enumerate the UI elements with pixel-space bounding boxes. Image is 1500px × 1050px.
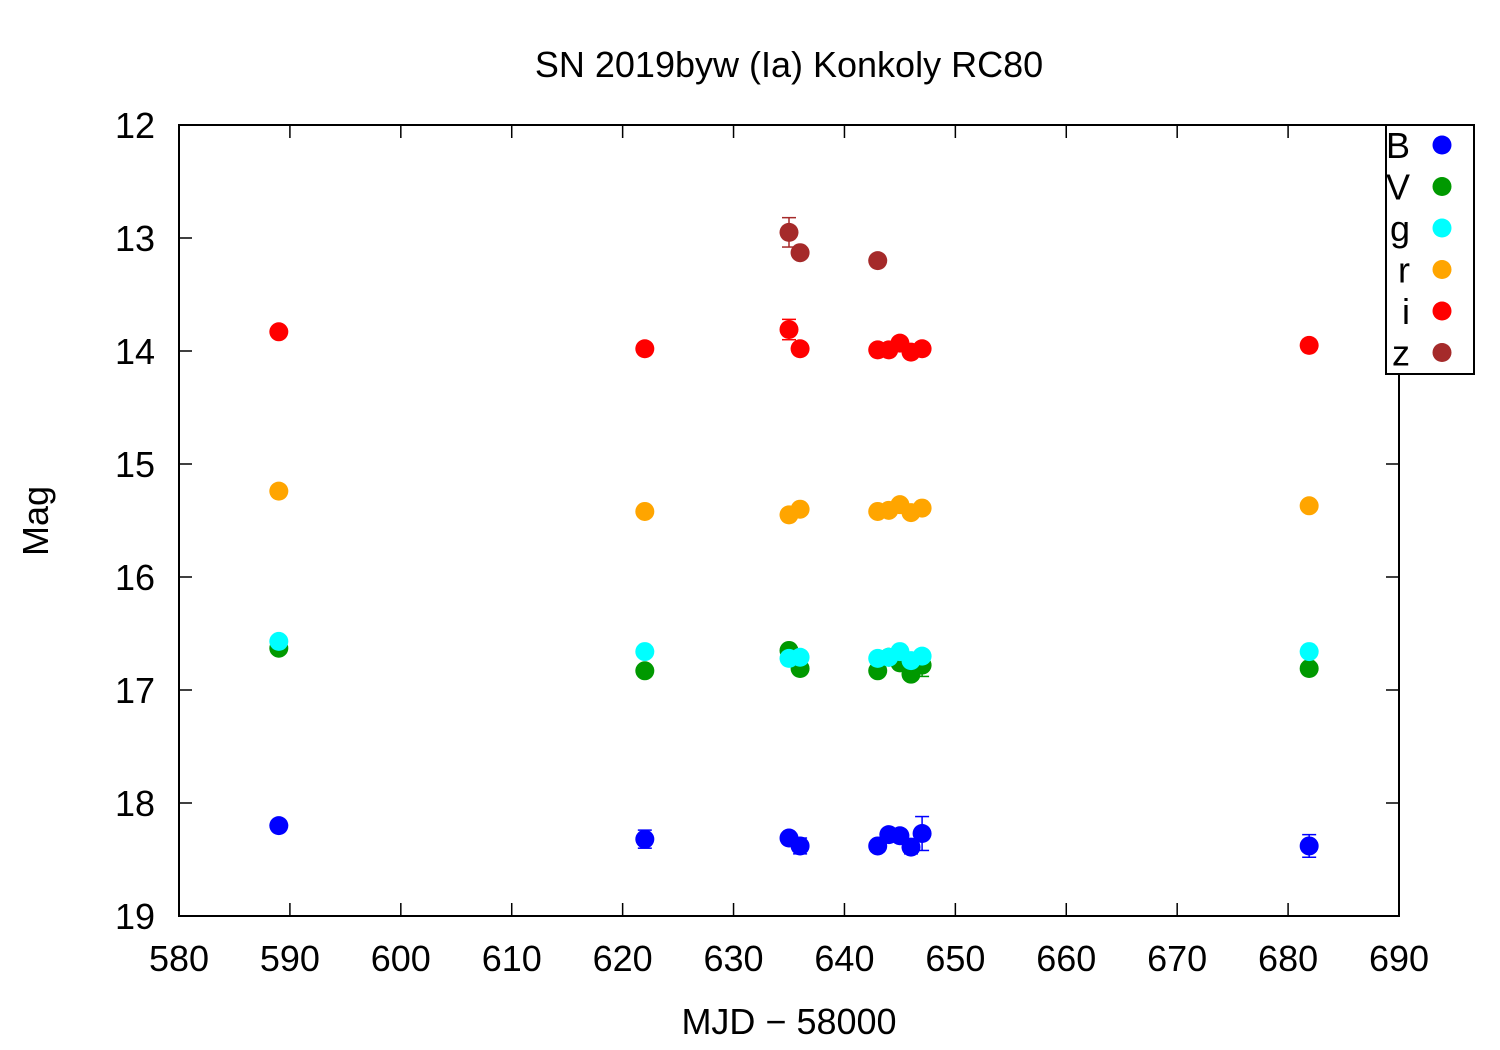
legend-marker-i	[1432, 301, 1452, 321]
x-tick-label: 630	[704, 938, 764, 979]
data-point-g	[790, 647, 810, 667]
legend-label-B: B	[1386, 125, 1410, 166]
y-tick-label: 16	[115, 557, 155, 598]
data-point-z	[868, 251, 888, 271]
data-point-V	[1299, 659, 1319, 679]
legend-marker-z	[1432, 343, 1452, 362]
y-tick-label: 12	[115, 105, 155, 146]
data-point-r	[269, 481, 289, 501]
legend-marker-V	[1432, 177, 1452, 196]
x-tick-label: 650	[925, 938, 985, 979]
data-point-B	[635, 829, 655, 849]
series-i	[269, 318, 1319, 362]
chart-title: SN 2019byw (Ia) Konkoly RC80	[535, 44, 1043, 85]
data-point-B	[901, 837, 921, 857]
y-axis-label: Mag	[15, 486, 56, 556]
data-point-z	[779, 222, 799, 242]
data-point-z	[790, 243, 810, 263]
legend-label-z: z	[1392, 333, 1410, 374]
x-tick-label: 660	[1036, 938, 1096, 979]
legend-label-i: i	[1402, 291, 1410, 332]
data-points	[269, 216, 1319, 858]
data-point-g	[269, 631, 289, 651]
x-tick-label: 680	[1258, 938, 1318, 979]
series-z	[779, 216, 888, 271]
data-point-i	[635, 339, 655, 359]
series-g	[269, 631, 1319, 671]
data-point-g	[635, 642, 655, 662]
legend-label-r: r	[1398, 250, 1410, 291]
tick-labels: 580 590 600 610 620 630 640 650 660 670 680 690 12 13…	[115, 105, 1429, 979]
x-tick-label: 640	[814, 938, 874, 979]
y-tick-label: 13	[115, 218, 155, 259]
data-point-r	[635, 501, 655, 521]
data-point-g	[912, 646, 932, 666]
data-point-B	[912, 824, 932, 844]
data-point-B	[790, 836, 810, 856]
legend-marker-r	[1432, 260, 1452, 279]
series-r	[269, 481, 1319, 525]
legend-marker-g	[1432, 218, 1452, 238]
x-tick-label: 590	[260, 938, 320, 979]
plot-frame	[178, 124, 1400, 917]
data-point-i	[790, 339, 810, 359]
series-B	[269, 815, 1319, 858]
x-tick-label: 670	[1147, 938, 1207, 979]
legend-label-V: V	[1386, 167, 1410, 208]
x-tick-label: 580	[149, 938, 209, 979]
legend-label-g: g	[1390, 208, 1410, 249]
data-point-r	[1299, 496, 1319, 516]
data-point-i	[912, 339, 932, 359]
data-point-g	[1299, 642, 1319, 662]
data-point-r	[912, 498, 932, 518]
legend-box	[1385, 124, 1475, 375]
x-tick-label: 620	[593, 938, 653, 979]
data-point-V	[635, 661, 655, 681]
data-point-i	[1299, 335, 1319, 355]
data-point-r	[790, 499, 810, 519]
y-tick-label: 18	[115, 783, 155, 824]
data-point-B	[269, 816, 289, 836]
y-tick-label: 15	[115, 444, 155, 485]
x-tick-label: 690	[1369, 938, 1429, 979]
data-point-B	[1299, 836, 1319, 856]
legend-marker-B	[1432, 135, 1452, 155]
x-axis-label: MJD − 58000	[681, 1001, 896, 1042]
data-point-i	[269, 322, 289, 342]
data-point-i	[779, 320, 799, 340]
x-tick-label: 610	[482, 938, 542, 979]
y-tick-label: 14	[115, 331, 155, 372]
y-tick-label: 17	[115, 670, 155, 711]
x-tick-label: 600	[371, 938, 431, 979]
y-tick-label: 19	[115, 896, 155, 937]
